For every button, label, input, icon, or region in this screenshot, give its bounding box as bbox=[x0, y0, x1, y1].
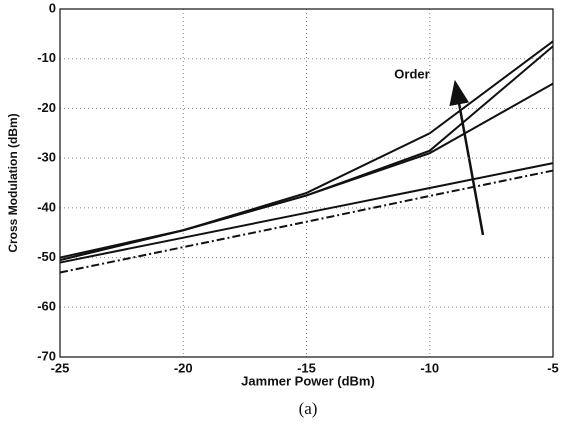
x-tick-label: -5 bbox=[547, 360, 559, 375]
y-tick-label: -40 bbox=[37, 199, 56, 214]
series-line bbox=[59, 169, 554, 274]
y-axis-label: Cross Modulation (dBm) bbox=[6, 113, 20, 252]
y-tick-label: 0 bbox=[49, 0, 56, 15]
series-line bbox=[59, 82, 554, 262]
y-tick-label: -30 bbox=[37, 150, 56, 165]
order-arrow bbox=[449, 79, 485, 236]
series-line bbox=[59, 162, 554, 264]
x-tick-label: -25 bbox=[51, 360, 70, 375]
annotation: Order bbox=[394, 66, 429, 81]
y-tick-label: -60 bbox=[37, 299, 56, 314]
x-axis-label: Jammer Power (dBm) bbox=[241, 373, 375, 388]
y-tick-label: -50 bbox=[37, 249, 56, 264]
y-tick-label: -70 bbox=[37, 348, 56, 363]
x-tick-label: -20 bbox=[174, 360, 193, 375]
caption: (a) bbox=[299, 399, 318, 418]
x-tick-label: -10 bbox=[420, 360, 439, 375]
x-tick-label: -15 bbox=[297, 360, 316, 375]
y-tick-label: -10 bbox=[37, 50, 56, 65]
plot-frame bbox=[59, 8, 554, 358]
y-tick-label: -20 bbox=[37, 100, 56, 115]
